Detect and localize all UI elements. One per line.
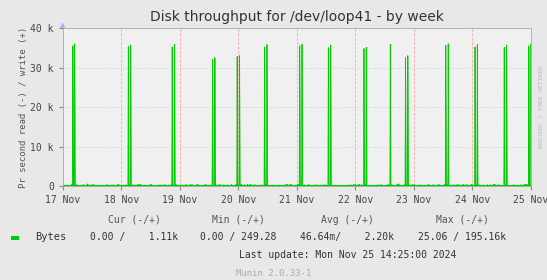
- Y-axis label: Pr second read (-) / write (+): Pr second read (-) / write (+): [19, 27, 27, 188]
- Text: Bytes: Bytes: [36, 232, 67, 242]
- Title: Disk throughput for /dev/loop41 - by week: Disk throughput for /dev/loop41 - by wee…: [150, 10, 444, 24]
- Text: 25.06 / 195.16k: 25.06 / 195.16k: [418, 232, 507, 242]
- Text: Avg (-/+): Avg (-/+): [321, 215, 374, 225]
- Text: RRDTOOL / TOBI OETIKER: RRDTOOL / TOBI OETIKER: [538, 65, 543, 148]
- Text: Min (-/+): Min (-/+): [212, 215, 264, 225]
- Text: Max (-/+): Max (-/+): [436, 215, 488, 225]
- Text: 46.64m/    2.20k: 46.64m/ 2.20k: [300, 232, 394, 242]
- Text: 0.00 /    1.11k: 0.00 / 1.11k: [90, 232, 178, 242]
- Text: 0.00 / 249.28: 0.00 / 249.28: [200, 232, 276, 242]
- Text: Cur (-/+): Cur (-/+): [108, 215, 160, 225]
- Text: Munin 2.0.33-1: Munin 2.0.33-1: [236, 269, 311, 277]
- Text: ▲: ▲: [60, 22, 66, 28]
- Text: Last update: Mon Nov 25 14:25:00 2024: Last update: Mon Nov 25 14:25:00 2024: [238, 250, 456, 260]
